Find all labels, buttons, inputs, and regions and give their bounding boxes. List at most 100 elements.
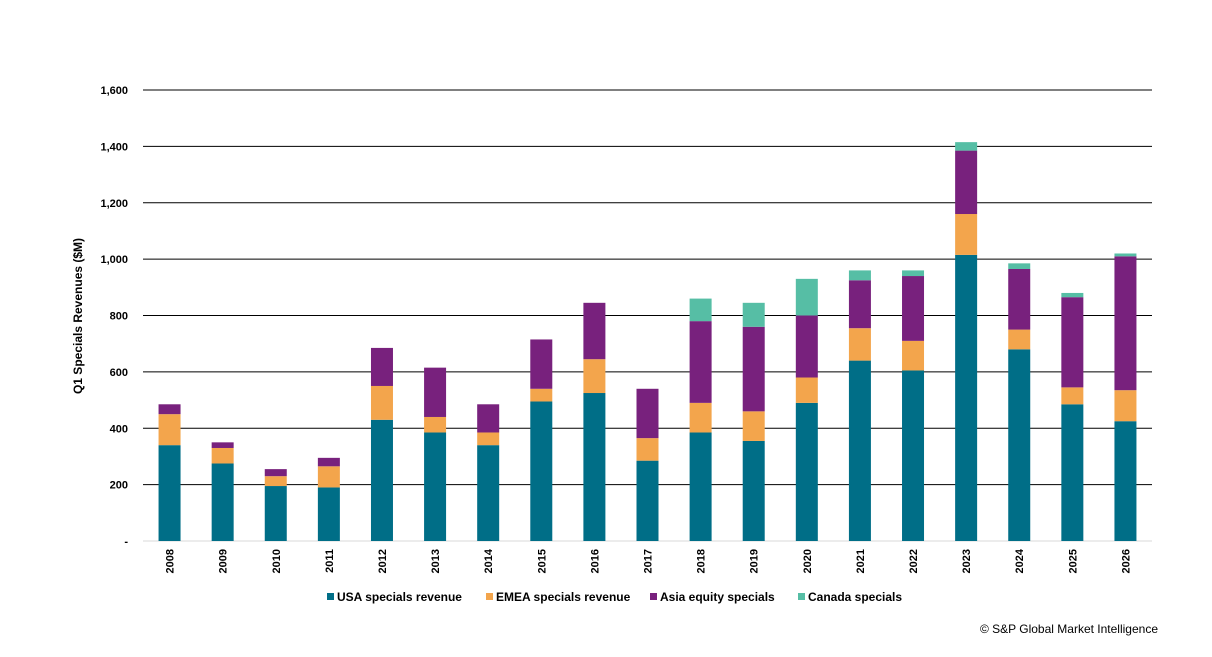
bar-segment bbox=[530, 339, 553, 389]
bar-segment bbox=[1008, 268, 1031, 330]
y-tick-label: 1,400 bbox=[100, 141, 128, 153]
bar-segment bbox=[1061, 292, 1084, 298]
legend-label: Asia equity specials bbox=[660, 590, 775, 604]
bar-segment bbox=[530, 401, 553, 541]
x-tick-label: 2013 bbox=[430, 549, 442, 573]
y-tick-label: 400 bbox=[110, 423, 128, 435]
x-tick-label: 2012 bbox=[377, 549, 389, 573]
bar-segment bbox=[1061, 387, 1084, 405]
bar-segment bbox=[742, 326, 765, 412]
y-axis-label: Q1 Specials Revenues ($M) bbox=[71, 238, 85, 394]
x-tick-label: 2019 bbox=[749, 549, 761, 573]
x-tick-label: 2014 bbox=[483, 548, 495, 573]
gridlines bbox=[143, 89, 1152, 542]
x-tick-label: 2020 bbox=[802, 549, 814, 573]
bar-segment bbox=[955, 214, 978, 255]
y-tick-label: - bbox=[124, 536, 128, 548]
y-tick-label: 200 bbox=[110, 480, 128, 492]
y-axis-ticks: - 200 400 600 800 1,000 1,200 1,400 1,600 bbox=[100, 85, 128, 548]
bar-segment bbox=[689, 321, 712, 403]
x-tick-label: 2026 bbox=[1120, 549, 1132, 573]
bar-segment bbox=[264, 476, 287, 487]
x-tick-label: 2009 bbox=[218, 549, 230, 573]
bar-segment bbox=[583, 302, 606, 360]
bar-segment bbox=[1114, 421, 1137, 541]
bar-segment bbox=[1008, 329, 1031, 350]
bar-segment bbox=[742, 411, 765, 441]
legend-swatch bbox=[486, 593, 493, 600]
bar-segment bbox=[742, 302, 765, 327]
bar-segment bbox=[158, 404, 181, 415]
bar-segment bbox=[264, 486, 287, 541]
bar-segment bbox=[317, 457, 340, 467]
bar-segment bbox=[636, 460, 659, 541]
bar-segment bbox=[477, 404, 500, 433]
bar-segment bbox=[424, 416, 447, 433]
y-tick-label: 600 bbox=[110, 367, 128, 379]
bar-segment bbox=[1061, 404, 1084, 541]
x-tick-label: 2024 bbox=[1014, 548, 1026, 573]
bar-segment bbox=[158, 445, 181, 541]
bar-segment bbox=[211, 447, 234, 464]
legend-label: EMEA specials revenue bbox=[496, 590, 631, 604]
bar-segment bbox=[264, 469, 287, 477]
bar-segment bbox=[1008, 263, 1031, 269]
bar-segment bbox=[795, 402, 818, 541]
x-tick-label: 2021 bbox=[855, 549, 867, 573]
bar-segment bbox=[636, 388, 659, 439]
bar-segment bbox=[689, 432, 712, 541]
bar-segment bbox=[848, 270, 871, 281]
x-tick-label: 2011 bbox=[324, 549, 336, 573]
y-tick-label: 800 bbox=[110, 311, 128, 323]
bar-segment bbox=[1061, 297, 1084, 388]
bar-segment bbox=[370, 385, 393, 420]
bar-segment bbox=[583, 359, 606, 394]
bar-segment bbox=[158, 414, 181, 446]
bar-segment bbox=[583, 393, 606, 541]
bar-segment bbox=[370, 419, 393, 541]
bar-segment bbox=[1114, 256, 1137, 391]
y-tick-label: 1,000 bbox=[100, 254, 128, 266]
legend-swatch bbox=[798, 593, 805, 600]
bar-segment bbox=[902, 270, 925, 277]
legend-swatch bbox=[650, 593, 657, 600]
bar-segment bbox=[902, 370, 925, 541]
y-tick-label: 1,200 bbox=[100, 198, 128, 210]
x-tick-label: 2016 bbox=[589, 549, 601, 573]
bar-segment bbox=[955, 142, 978, 151]
bar-segment bbox=[689, 402, 712, 433]
bar-segment bbox=[795, 315, 818, 378]
legend-swatch bbox=[327, 593, 334, 600]
x-tick-label: 2008 bbox=[165, 549, 177, 573]
bar-segment bbox=[902, 340, 925, 371]
bars bbox=[158, 142, 1137, 541]
bar-segment bbox=[477, 432, 500, 446]
bar-segment bbox=[689, 298, 712, 322]
bar-segment bbox=[848, 328, 871, 361]
legend: USA specials revenue EMEA specials revenu… bbox=[327, 590, 902, 604]
x-tick-label: 2015 bbox=[536, 549, 548, 573]
copyright-text: © S&P Global Market Intelligence bbox=[979, 622, 1158, 636]
legend-label: USA specials revenue bbox=[337, 590, 462, 604]
x-tick-label: 2023 bbox=[961, 549, 973, 573]
bar-segment bbox=[848, 280, 871, 329]
bar-segment bbox=[424, 367, 447, 417]
x-tick-label: 2022 bbox=[908, 549, 920, 573]
bar-segment bbox=[370, 347, 393, 386]
bar-segment bbox=[317, 487, 340, 541]
bar-segment bbox=[317, 466, 340, 488]
bar-segment bbox=[211, 463, 234, 541]
legend-label: Canada specials bbox=[808, 590, 902, 604]
bar-segment bbox=[636, 438, 659, 461]
bar-segment bbox=[424, 432, 447, 541]
x-tick-label: 2017 bbox=[643, 549, 655, 573]
bar-segment bbox=[530, 388, 553, 402]
bar-segment bbox=[477, 445, 500, 541]
bar-segment bbox=[795, 278, 818, 316]
bar-segment bbox=[1008, 349, 1031, 541]
bar-segment bbox=[1114, 253, 1137, 257]
bar-segment bbox=[1114, 390, 1137, 422]
y-tick-label: 1,600 bbox=[100, 85, 128, 97]
bar-segment bbox=[795, 377, 818, 403]
